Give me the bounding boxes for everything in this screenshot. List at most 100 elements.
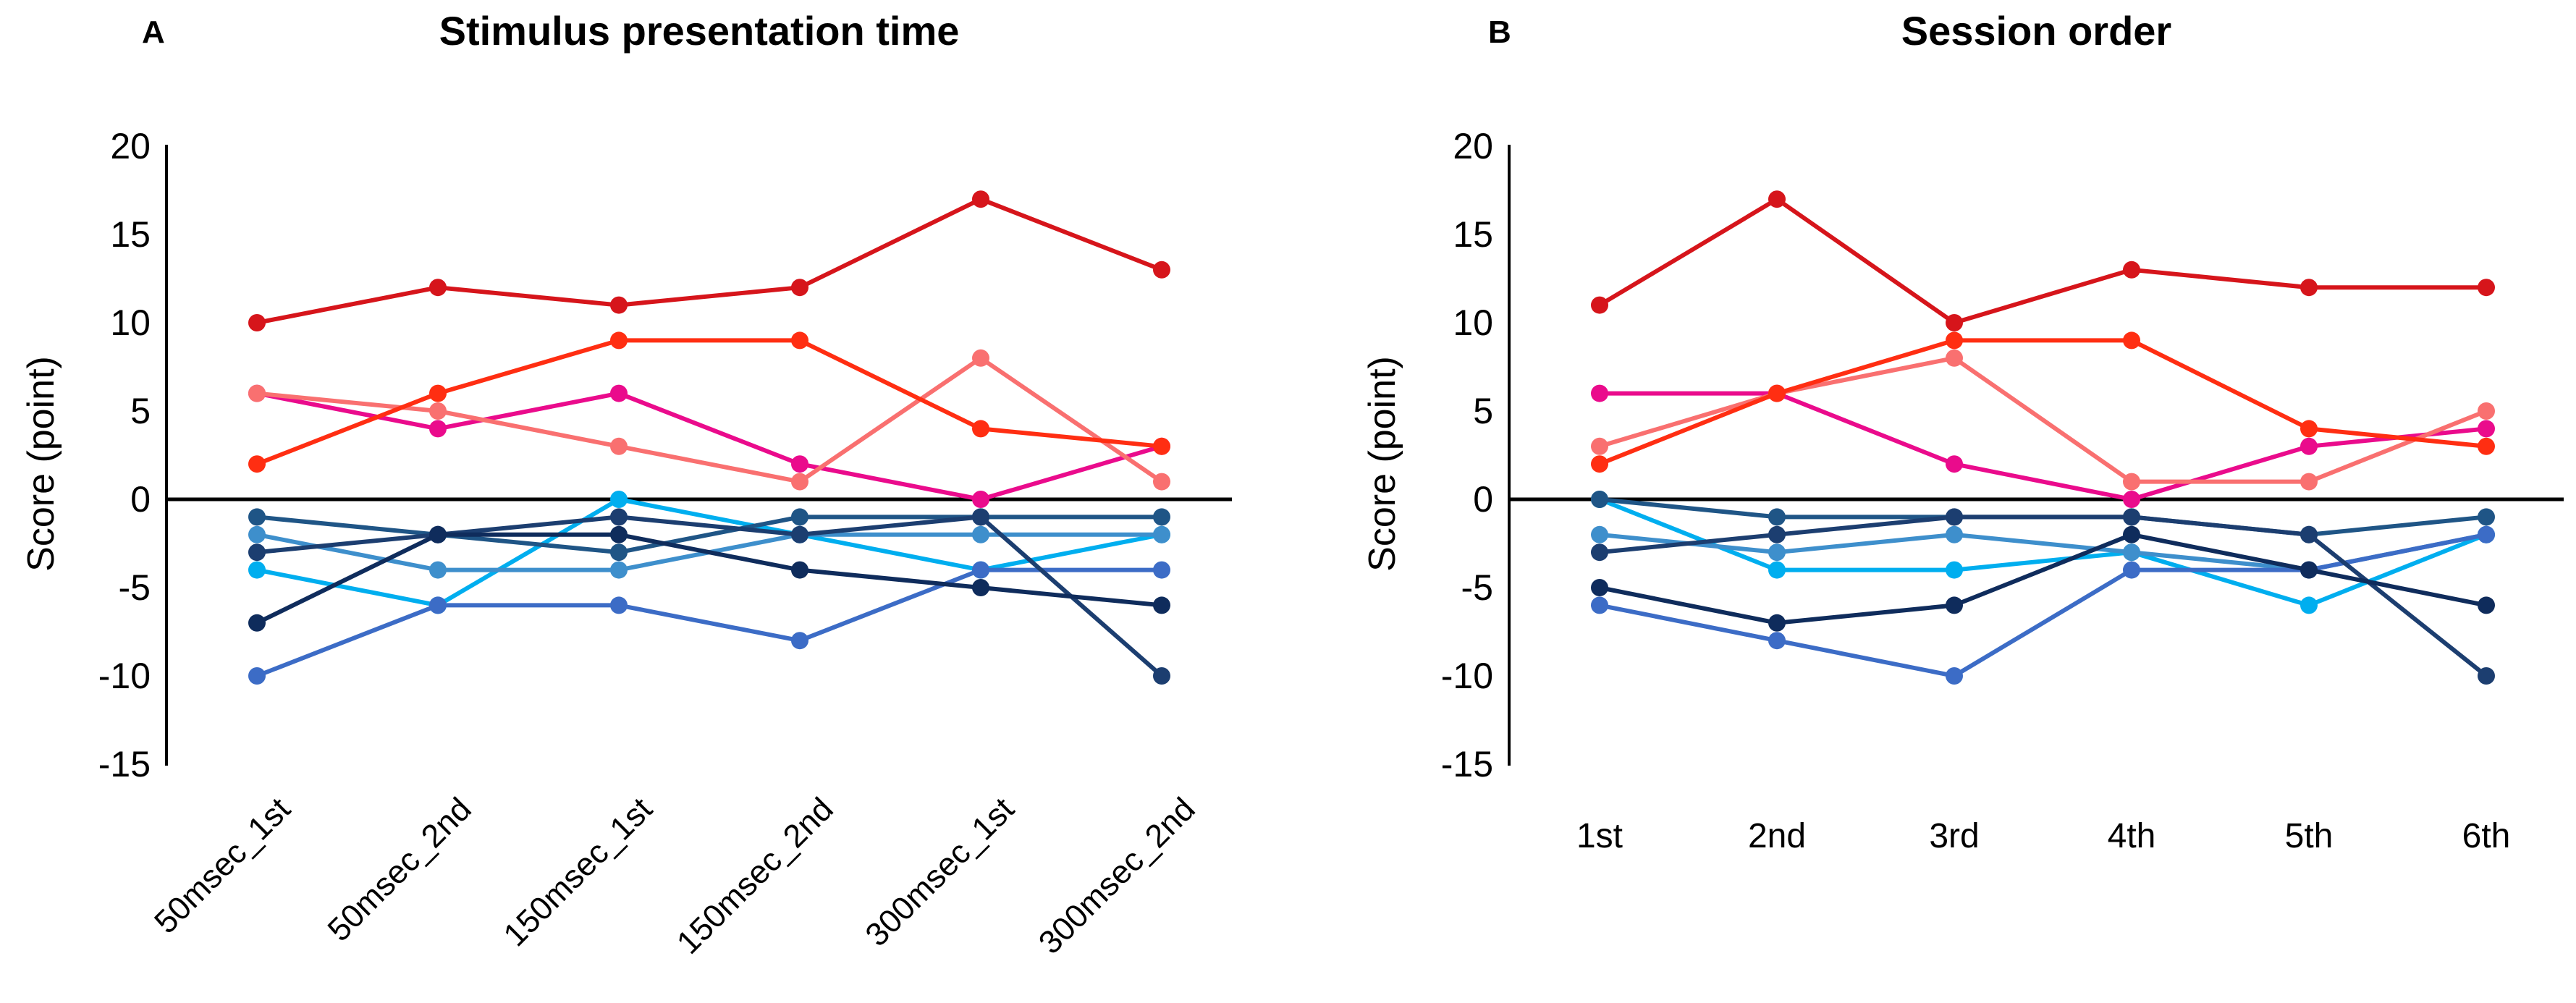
panel-a-label: A xyxy=(142,14,165,50)
data-point-subject-cyan xyxy=(1946,561,1963,579)
series-line-subject-magenta xyxy=(1597,391,2488,502)
data-point-subject-royal-blue xyxy=(2123,561,2140,579)
series-line-subject-royal-blue xyxy=(1597,532,2488,678)
series-line-subject-salmon xyxy=(1597,355,2488,484)
data-point-subject-salmon xyxy=(429,402,447,420)
data-point-subject-salmon xyxy=(1591,437,1608,455)
x-category-label: 2nd xyxy=(1747,817,1807,855)
data-point-subject-salmon xyxy=(1153,473,1170,491)
data-point-subject-orange-red xyxy=(791,331,808,350)
data-point-subject-dark-red xyxy=(2123,261,2140,279)
x-category-label: 150msec_2nd xyxy=(670,790,841,961)
y-tick-label: 5 xyxy=(130,391,151,431)
data-point-subject-sky-blue xyxy=(248,525,266,543)
data-point-subject-navy xyxy=(610,508,628,526)
y-tick-label: 20 xyxy=(1453,126,1493,166)
data-point-subject-salmon xyxy=(791,473,808,491)
data-point-subject-steel-blue xyxy=(791,508,808,526)
data-point-subject-salmon xyxy=(248,384,266,402)
data-point-subject-magenta xyxy=(2300,437,2318,455)
data-point-subject-sky-blue xyxy=(1946,525,1963,543)
data-point-subject-sky-blue xyxy=(610,561,628,579)
data-point-subject-steel-blue xyxy=(248,508,266,526)
y-tick-label: -10 xyxy=(98,656,151,696)
series-line-subject-steel-blue xyxy=(255,515,1164,555)
data-point-subject-sky-blue xyxy=(972,525,989,543)
data-point-subject-orange-red xyxy=(2478,437,2495,455)
data-point-subject-navy xyxy=(1591,543,1608,562)
data-point-subject-royal-blue xyxy=(791,632,808,650)
data-point-subject-navy xyxy=(2478,667,2495,685)
data-point-subject-navy xyxy=(1153,667,1170,685)
data-point-subject-steel-blue xyxy=(1591,491,1608,508)
y-tick-label: 10 xyxy=(110,302,151,343)
data-point-subject-magenta xyxy=(1591,384,1608,402)
data-point-subject-dark-red xyxy=(1946,314,1963,331)
data-point-subject-navy xyxy=(2300,525,2318,543)
data-point-subject-salmon xyxy=(610,437,628,455)
data-point-subject-cyan xyxy=(2300,596,2318,614)
data-point-subject-cyan xyxy=(248,561,266,579)
data-point-subject-orange-red xyxy=(1591,455,1608,473)
data-point-subject-navy xyxy=(1768,525,1786,543)
data-point-subject-dark-red xyxy=(1591,296,1608,314)
series-line-subject-cyan xyxy=(1597,497,2488,608)
series-line-subject-orange-red xyxy=(1597,338,2488,467)
y-tick-label: 15 xyxy=(110,214,151,255)
x-category-label: 4th xyxy=(2107,817,2156,855)
x-category-label: 6th xyxy=(2462,817,2511,855)
x-category-label: 1st xyxy=(1576,817,1623,855)
data-point-subject-orange-red xyxy=(429,384,447,402)
data-point-subject-steel-blue xyxy=(1768,508,1786,526)
data-point-subject-magenta xyxy=(972,491,989,508)
series-line-subject-salmon xyxy=(255,355,1164,484)
data-point-subject-royal-blue xyxy=(2478,525,2495,543)
y-tick-label: -10 xyxy=(1440,656,1493,696)
x-category-label: 3rd xyxy=(1929,817,1980,855)
data-point-subject-magenta xyxy=(610,384,628,402)
data-point-subject-sky-blue xyxy=(2123,543,2140,562)
data-point-subject-royal-blue xyxy=(1946,667,1963,685)
data-point-subject-royal-blue xyxy=(429,596,447,614)
y-tick-label: 20 xyxy=(110,126,151,166)
x-category-label: 150msec_1st xyxy=(496,790,660,954)
data-point-subject-royal-blue xyxy=(248,667,266,685)
data-point-subject-salmon xyxy=(972,349,989,367)
y-tick-label: 5 xyxy=(1473,391,1493,431)
series-line-subject-dark-navy xyxy=(255,532,1164,625)
data-point-subject-steel-blue xyxy=(2478,508,2495,526)
data-point-subject-dark-red xyxy=(429,279,447,297)
panel-b-title: Session order xyxy=(1901,8,2172,54)
data-point-subject-orange-red xyxy=(2300,420,2318,438)
data-point-subject-magenta xyxy=(791,455,808,473)
data-point-subject-navy xyxy=(1946,508,1963,526)
data-point-subject-salmon xyxy=(2123,473,2140,491)
y-tick-label: 15 xyxy=(1453,214,1493,255)
y-tick-label: -5 xyxy=(118,567,151,608)
data-point-subject-royal-blue xyxy=(1591,596,1608,614)
data-point-subject-dark-navy xyxy=(2123,525,2140,543)
series-line-subject-dark-red xyxy=(1597,197,2488,325)
x-category-label: 300msec_2nd xyxy=(1031,790,1203,961)
data-point-subject-dark-red xyxy=(1153,261,1170,279)
y-tick-label: -15 xyxy=(98,744,151,784)
y-tick-label: 0 xyxy=(130,479,151,520)
data-point-subject-cyan xyxy=(1768,561,1786,579)
data-point-subject-dark-red xyxy=(1768,190,1786,208)
data-point-subject-salmon xyxy=(2478,402,2495,420)
data-point-subject-orange-red xyxy=(1153,437,1170,455)
series-line-subject-royal-blue xyxy=(255,567,1164,678)
data-point-subject-dark-navy xyxy=(2478,596,2495,614)
data-point-subject-salmon xyxy=(2300,473,2318,491)
data-point-subject-orange-red xyxy=(972,420,989,438)
data-point-subject-dark-red xyxy=(972,190,989,208)
data-point-subject-steel-blue xyxy=(1153,508,1170,526)
x-category-label: 5th xyxy=(2284,817,2334,855)
data-point-subject-sky-blue xyxy=(429,561,447,579)
data-point-subject-orange-red xyxy=(248,455,266,473)
series-line-subject-dark-navy xyxy=(1597,532,2488,625)
data-point-subject-sky-blue xyxy=(1153,525,1170,543)
